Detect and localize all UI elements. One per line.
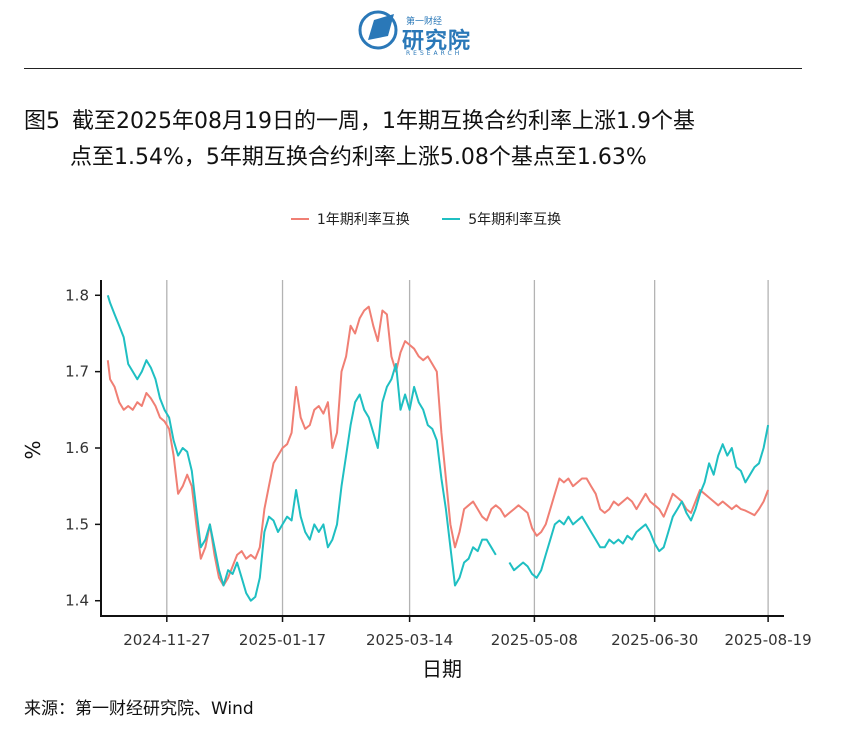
y-axis-ticks: 1.4 1.5 1.6 1.7 1.8 (65, 286, 101, 610)
x-tick-label: 2025-01-17 (239, 631, 326, 649)
header-divider (24, 68, 802, 69)
x-tick-label: 2025-06-30 (611, 631, 698, 649)
y-axis-label: % (21, 440, 45, 459)
x-tick-label: 2025-05-08 (491, 631, 578, 649)
legend-label-5y: 5年期利率互换 (468, 212, 562, 228)
header-logo: 第一财经 研究院 RESEARCH (358, 6, 478, 58)
series-lines (106, 295, 770, 602)
legend-label-1y: 1年期利率互换 (316, 212, 410, 228)
y-tick-label: 1.6 (65, 439, 89, 457)
cbn-research-logo-icon (358, 10, 398, 50)
logo-small-text: 第一财经 (406, 17, 443, 27)
logo-sub-text: RESEARCH (406, 50, 463, 57)
series-line-5y (106, 295, 497, 602)
vertical-gridlines (166, 280, 769, 616)
series-line-1y (106, 305, 770, 587)
legend-swatch-1y (290, 218, 309, 220)
x-axis-ticks: 2024-11-27 2025-01-17 2025-03-14 2025-05-08… (123, 616, 812, 649)
chart-legend: 1年期利率互换 5年期利率互换 (0, 208, 852, 229)
legend-item-5y: 5年期利率互换 (442, 209, 561, 229)
figure-label: 图5 (24, 109, 60, 134)
x-tick-label: 2024-11-27 (123, 631, 210, 649)
title-line-2: 点至1.54%，5年期互换合约利率上涨5.08个基点至1.63% (70, 145, 647, 170)
y-tick-label: 1.8 (65, 286, 89, 304)
source-note: 来源：第一财经研究院、Wind (24, 699, 254, 719)
legend-item-1y: 1年期利率互换 (290, 209, 410, 229)
figure-title: 图5 截至2025年08月19日的一周，1年期互换合约利率上涨1.9个基 点至1.… (24, 104, 824, 176)
y-tick-label: 1.5 (65, 515, 89, 533)
y-tick-label: 1.7 (65, 363, 89, 381)
logo-main-text: 研究院 (402, 29, 472, 54)
series-line-5y (508, 424, 770, 579)
title-line-1: 截至2025年08月19日的一周，1年期互换合约利率上涨1.9个基 (72, 109, 695, 134)
x-tick-label: 2025-08-19 (725, 631, 812, 649)
x-tick-label: 2025-03-14 (366, 631, 453, 649)
x-axis-label: 日期 (422, 657, 462, 681)
legend-swatch-5y (442, 218, 461, 220)
y-tick-label: 1.4 (65, 592, 89, 610)
